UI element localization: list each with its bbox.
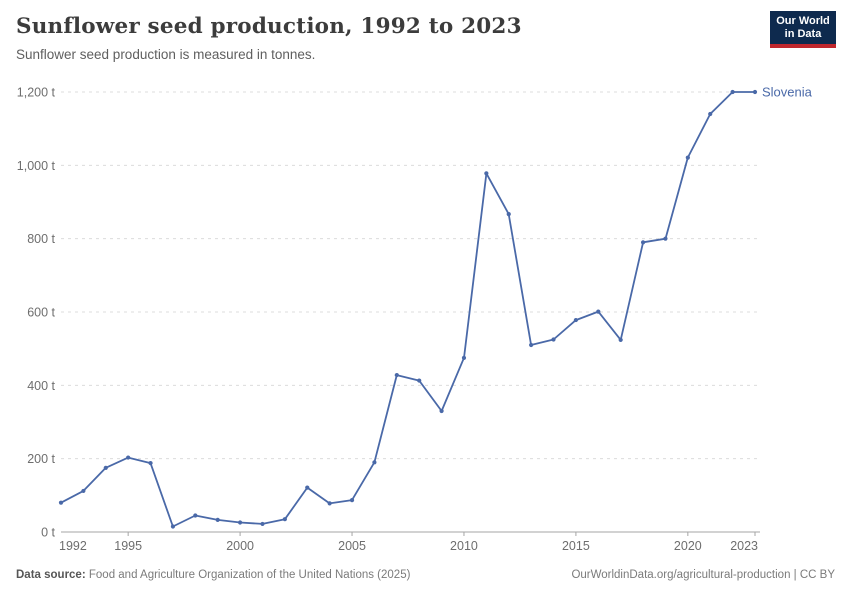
x-tick-label: 2010 [450,539,478,553]
data-point[interactable] [372,460,377,465]
y-tick-label: 800 t [27,232,55,246]
owid-logo: Our World in Data [770,11,836,48]
y-tick-label: 200 t [27,452,55,466]
data-point[interactable] [103,465,108,470]
data-point[interactable] [618,337,623,342]
credit-link[interactable]: OurWorldinData.org/agricultural-producti… [571,569,835,581]
data-point[interactable] [394,372,399,378]
data-point[interactable] [327,501,332,506]
data-point[interactable] [708,111,713,117]
data-point[interactable] [349,498,355,503]
chart-subtitle: Sunflower seed production is measured in… [16,47,316,62]
owid-logo-line1: Our World [776,14,830,27]
data-point[interactable] [126,455,131,460]
data-source-text: Food and Agriculture Organization of the… [88,569,411,581]
owid-logo-line2: in Data [784,27,822,40]
data-point[interactable] [81,488,86,494]
data-point[interactable] [148,460,153,466]
data-point[interactable] [461,355,467,360]
y-tick-label: 400 t [27,379,55,393]
data-point[interactable] [506,212,511,217]
data-point[interactable] [305,485,310,490]
chart-footer: Data source: Food and Agriculture Organi… [16,569,835,581]
x-tick-label: 2020 [674,539,702,553]
data-point[interactable] [752,89,758,95]
data-point[interactable] [551,337,556,342]
data-point[interactable] [237,520,243,525]
x-tick-label: 1992 [59,539,87,553]
data-point[interactable] [596,309,601,314]
data-point[interactable] [215,517,220,523]
data-source-label: Data source: [16,569,86,581]
data-line[interactable] [60,91,756,528]
data-point[interactable] [529,342,534,348]
chart-header: Sunflower seed production, 1992 to 2023 … [16,11,836,62]
data-point[interactable] [663,236,668,241]
data-point[interactable] [439,408,444,414]
x-tick-label: 1995 [114,539,142,553]
data-point[interactable] [417,378,422,383]
data-source: Data source: Food and Agriculture Organi… [16,569,410,581]
x-tick-label: 2000 [226,539,254,553]
data-point[interactable] [193,513,198,518]
data-point[interactable] [282,517,287,522]
page-title: Sunflower seed production, 1992 to 2023 [16,14,522,39]
data-point[interactable] [58,500,64,505]
y-tick-label: 600 t [27,306,55,320]
data-point[interactable] [170,524,176,529]
y-tick-label: 1,200 t [17,86,56,100]
data-point[interactable] [484,171,489,176]
x-tick-label: 2023 [730,539,758,553]
data-point[interactable] [730,89,735,95]
x-tick-label: 2015 [562,539,590,553]
x-tick-label: 2005 [338,539,366,553]
y-tick-label: 1,000 t [17,159,56,173]
data-point[interactable] [573,317,579,323]
data-point[interactable] [260,521,265,527]
y-tick-label: 0 t [41,526,55,540]
data-point[interactable] [685,155,690,160]
series-label[interactable]: Slovenia [762,85,813,100]
data-point[interactable] [640,240,646,245]
